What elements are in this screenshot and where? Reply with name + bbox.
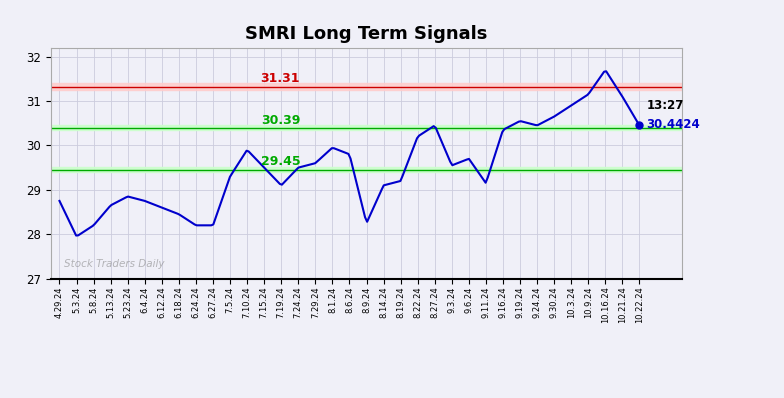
Text: 13:27: 13:27	[646, 99, 684, 112]
Text: Stock Traders Daily: Stock Traders Daily	[64, 259, 164, 269]
Bar	[51, 167, 682, 172]
Text: 29.45: 29.45	[260, 155, 300, 168]
Title: SMRI Long Term Signals: SMRI Long Term Signals	[245, 25, 488, 43]
Text: 30.39: 30.39	[261, 114, 300, 127]
Text: 31.31: 31.31	[260, 72, 300, 85]
Bar	[51, 125, 682, 130]
Bar	[51, 83, 682, 90]
Text: 30.4424: 30.4424	[646, 118, 700, 131]
